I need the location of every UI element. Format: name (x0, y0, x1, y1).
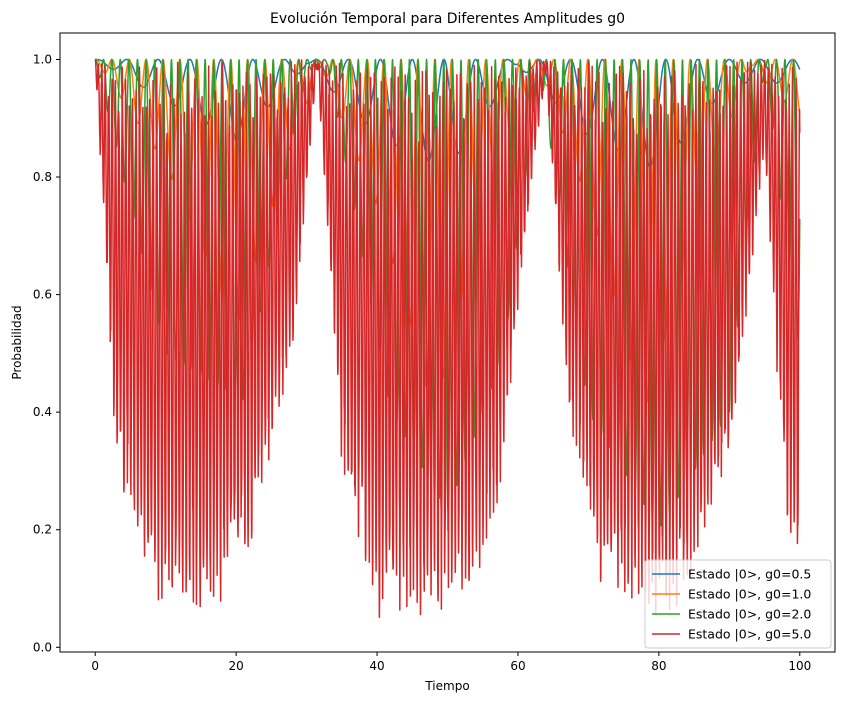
y-tick-label: 0.4 (33, 405, 52, 419)
x-axis-title: Tiempo (424, 679, 469, 693)
y-tick-label: 1.0 (33, 52, 52, 66)
x-tick-label: 80 (651, 659, 666, 673)
y-tick-label: 0.0 (33, 640, 52, 654)
x-tick-label: 100 (788, 659, 811, 673)
legend-label: Estado |0>, g0=1.0 (688, 587, 811, 602)
x-tick-label: 0 (91, 659, 99, 673)
chart-title: Evolución Temporal para Diferentes Ampli… (270, 11, 625, 27)
legend-box (644, 559, 832, 649)
x-tick-label: 20 (228, 659, 243, 673)
plot-frame (59, 32, 836, 653)
legend-label: Estado |0>, g0=0.5 (688, 567, 811, 582)
legend-label: Estado |0>, g0=2.0 (688, 607, 811, 622)
x-tick-label: 60 (510, 659, 525, 673)
legend-label: Estado |0>, g0=5.0 (688, 627, 811, 642)
series-layer (94, 58, 801, 619)
y-tick-label: 0.8 (33, 170, 52, 184)
y-axis-title: Probabilidad (10, 305, 24, 379)
y-tick-label: 0.6 (33, 288, 52, 302)
x-axis: 0 20 40 60 80 100 (91, 652, 811, 673)
y-axis: 0.0 0.2 0.4 0.6 0.8 1.0 (33, 52, 60, 654)
legend: Estado |0>, g0=0.5 Estado |0>, g0=1.0 Esta… (644, 559, 832, 649)
x-tick-label: 40 (369, 659, 384, 673)
y-tick-label: 0.2 (33, 523, 52, 537)
series-line-4 (94, 59, 801, 619)
